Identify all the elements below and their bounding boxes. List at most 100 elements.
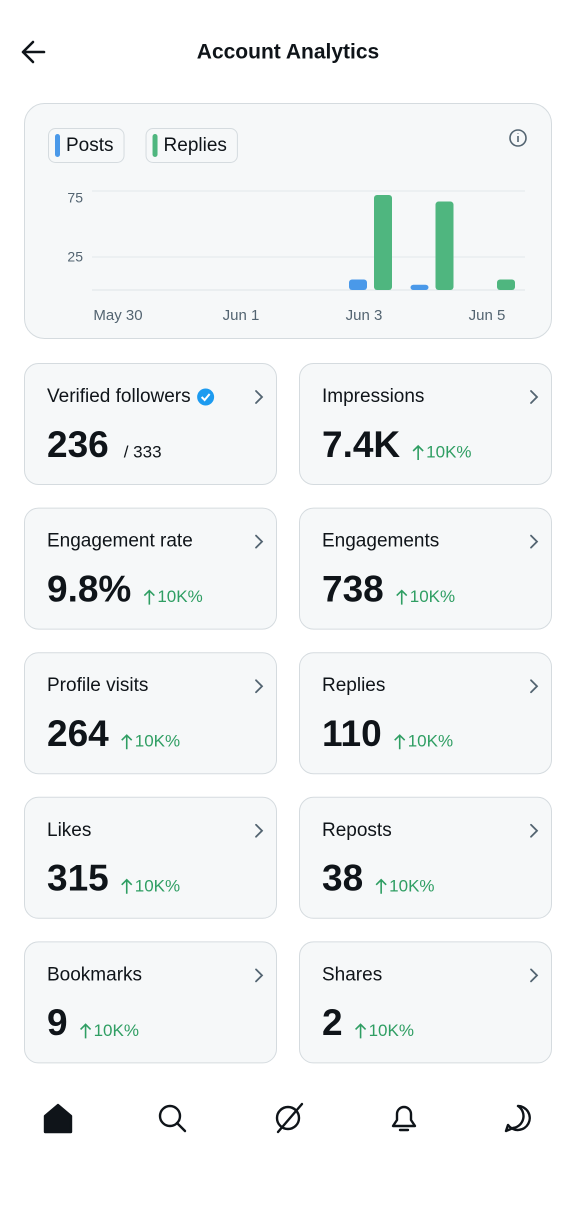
metric-card[interactable]: Engagement rate 9.8% 10K% [24,507,277,630]
up-arrow [121,878,133,894]
metric-value: 738 [322,568,384,609]
chevron [530,390,539,404]
metric-card[interactable]: Likes 315 10K% [24,796,277,919]
up-arrow [396,589,408,605]
card-background [299,796,552,919]
up-arrow [143,589,155,605]
metric-value: 110 [322,713,382,754]
back-button[interactable] [21,40,46,64]
metric-card[interactable]: Shares 2 10K% [299,941,552,1064]
metric-change: 10K% [157,587,202,606]
info-icon [509,129,527,147]
metric-value: 2 [322,1002,343,1043]
verified-check [200,393,211,402]
bar [435,201,454,290]
card-background [24,507,277,630]
chevron [530,968,539,983]
metric-label: Verified followers [47,386,191,407]
metric-change: 10K% [410,587,455,606]
metric-value: 264 [47,713,109,754]
metric-card[interactable]: Engagements 738 10K% [299,507,552,630]
legend-item[interactable]: Replies [145,128,238,163]
up-arrow [121,734,133,750]
card-background [24,652,277,775]
chevron [255,679,264,694]
up-arrow [412,444,424,460]
legend-chip [145,128,238,163]
legend-swatch [55,134,60,157]
metric-change: 10K% [135,732,180,751]
up-arrow [394,734,406,750]
card-background [299,941,552,1064]
metric-value: 38 [322,858,363,899]
chevron [530,679,539,694]
metric-value: 236 [47,424,109,465]
metric-card[interactable]: Bookmarks 9 10K% [24,941,277,1064]
bar [410,284,429,290]
metric-change: 10K% [426,442,471,461]
bar [497,279,515,290]
legend-label: Replies [164,135,227,156]
card-background [299,507,552,630]
bar [374,194,392,290]
chart: 25 75 Posts Replies May 30 Jun 1 Jun 3 Jun 5 [48,128,525,324]
chevron [530,823,539,838]
metric-change: 10K% [408,732,453,751]
metric-value: 315 [47,858,109,899]
metric-value: 9.8% [47,568,131,609]
card-background [24,363,277,485]
info-button[interactable] [509,129,527,147]
metric-change: 10K% [389,876,434,895]
metric-card[interactable]: Profile visits 264 10K% [24,652,277,775]
metric-card[interactable]: Replies 110 10K% [299,652,552,775]
back-arrow [21,40,46,64]
legend-chip [48,128,125,163]
metric-label: Likes [47,820,91,841]
bar [349,279,367,290]
x-tick-label: May 30 [93,307,142,324]
up-arrow [355,1023,367,1039]
y-tick-label: 75 [67,190,83,206]
chevron [530,534,539,549]
metric-card[interactable]: Reposts 38 10K% [299,796,552,919]
search-icon[interactable] [158,1104,187,1133]
up-arrow [375,878,387,894]
notifications-icon[interactable] [391,1105,417,1132]
chevron [255,823,264,838]
card-background [24,941,277,1064]
metric-label: Shares [322,964,382,985]
metric-label: Reposts [322,820,392,841]
chevron [255,968,264,983]
up-arrow [80,1023,92,1039]
verified-badge [197,388,215,406]
card-background [24,796,277,919]
x-tick-label: Jun 3 [346,307,383,324]
bottom-nav [43,1102,531,1134]
metric-label: Impressions [322,386,424,407]
metric-change: 10K% [94,1021,139,1040]
metric-card[interactable]: Verified followers 236 / 333 [24,363,277,485]
metric-value: 7.4K [322,424,400,465]
legend-item[interactable]: Posts [48,128,125,163]
card-background [299,363,552,485]
legend-label: Posts [66,135,114,156]
metric-label: Replies [322,675,385,696]
x-tick-label: Jun 5 [469,307,506,324]
home-icon[interactable] [43,1103,73,1134]
metric-total: / 333 [124,442,162,461]
metric-label: Engagement rate [47,531,193,552]
metric-change: 10K% [369,1021,414,1040]
chevron [255,390,264,404]
card-background [299,652,552,775]
metric-label: Engagements [322,531,439,552]
metric-card[interactable]: Impressions 7.4K 10K% [299,363,552,485]
grok-icon[interactable] [275,1102,304,1134]
messages-icon[interactable] [504,1104,531,1133]
metric-label: Profile visits [47,675,148,696]
page-title: Account Analytics [197,41,379,64]
y-tick-label: 25 [67,249,83,265]
metric-value: 9 [47,1002,68,1043]
chevron [255,534,264,549]
x-tick-label: Jun 1 [223,307,260,324]
